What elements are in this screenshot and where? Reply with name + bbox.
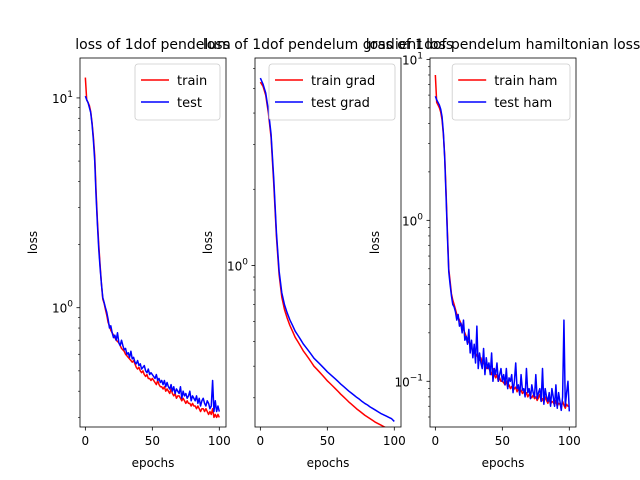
legend: train grad test grad	[268, 63, 396, 121]
y-tick-label: 100	[227, 257, 248, 273]
series-line-train-grad	[259, 81, 387, 427]
axes-frame	[254, 57, 402, 428]
y-tick-base: 10	[227, 259, 242, 273]
legend-label: train grad	[311, 74, 375, 89]
legend-label: train	[177, 74, 207, 89]
y-tick-base: 10	[394, 375, 409, 389]
y-tick-label: 10−1	[394, 373, 423, 389]
legend-label: test ham	[494, 96, 552, 111]
y-tick-label: 101	[52, 90, 73, 106]
x-tick-label: 0	[432, 434, 440, 448]
y-axis-label: loss	[368, 231, 382, 254]
legend-box	[134, 63, 221, 121]
y-tick-base: 10	[52, 92, 67, 106]
legend: train ham test ham	[451, 63, 571, 121]
legend-box	[451, 63, 571, 121]
axes-frame	[79, 57, 227, 428]
x-tick-label: 50	[145, 434, 160, 448]
x-tick-label: 100	[558, 434, 581, 448]
series-line-test	[84, 95, 221, 413]
y-tick-base: 10	[402, 53, 417, 67]
y-tick-exponent: 0	[67, 300, 73, 310]
legend-label: test	[177, 96, 202, 111]
x-tick-label: 100	[208, 434, 231, 448]
x-tick-label: 50	[320, 434, 335, 448]
x-tick-label: 50	[495, 434, 510, 448]
y-tick-label: 101	[402, 51, 423, 67]
y-axis-label: loss	[201, 231, 215, 254]
axes-frame	[429, 57, 577, 428]
x-tick-label: 0	[82, 434, 90, 448]
x-axis-label: epochs	[307, 456, 350, 470]
y-tick-exponent: 0	[417, 212, 423, 222]
y-axis-label: loss	[26, 231, 40, 254]
x-tick-label: 100	[383, 434, 406, 448]
y-tick-exponent: 1	[67, 90, 73, 100]
y-tick-exponent: −1	[410, 373, 423, 383]
y-tick-label: 100	[52, 300, 73, 316]
legend-label: train ham	[494, 74, 557, 89]
y-tick-exponent: 1	[417, 51, 423, 61]
y-tick-label: 100	[402, 212, 423, 228]
chart-title: loss of 1dof pendelum gradient loss	[203, 37, 453, 53]
legend: train test	[134, 63, 221, 121]
series-line-test-grad	[259, 77, 395, 422]
x-axis-label: epochs	[132, 456, 175, 470]
chart-title: loss of 1dof pendelum hamiltonian loss	[366, 37, 640, 53]
chart-title: loss of 1dof pendelum	[75, 37, 230, 53]
y-tick-exponent: 0	[242, 257, 248, 267]
series-line-test-ham	[434, 96, 571, 412]
y-tick-base: 10	[402, 214, 417, 228]
x-axis-label: epochs	[482, 456, 525, 470]
legend-label: test grad	[311, 96, 370, 111]
legend-box	[268, 63, 396, 121]
x-tick-label: 0	[257, 434, 265, 448]
y-tick-base: 10	[52, 302, 67, 316]
